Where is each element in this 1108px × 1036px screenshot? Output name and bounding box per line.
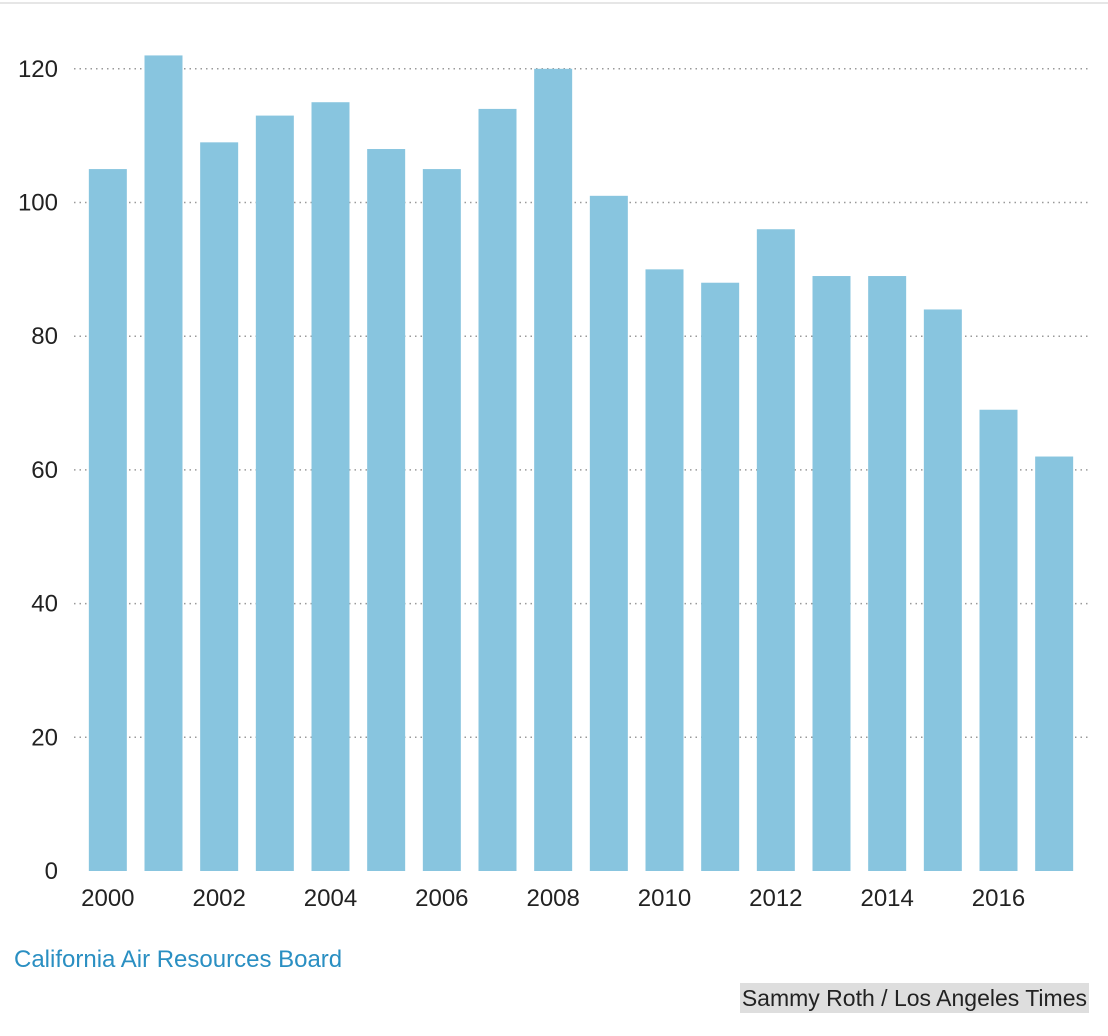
y-axis-ticks: 0 20 40 60 80 100 120 (18, 56, 58, 885)
bar-2007 (478, 108, 517, 871)
bar-2017 (1035, 456, 1074, 871)
bar-2008 (534, 68, 573, 872)
y-tick-label: 0 (45, 858, 58, 885)
bar-2004 (311, 102, 350, 872)
bar-2015 (923, 309, 962, 872)
x-tick-label: 2010 (638, 885, 691, 912)
x-tick-label: 2006 (415, 885, 468, 912)
y-tick-label: 120 (18, 56, 58, 83)
x-tick-label: 2002 (192, 885, 245, 912)
x-tick-label: 2000 (81, 885, 134, 912)
x-tick-label: 2012 (749, 885, 802, 912)
bar-2012 (756, 229, 795, 872)
y-tick-label: 100 (18, 190, 58, 217)
x-tick-label: 2016 (972, 885, 1025, 912)
bar-2005 (367, 149, 406, 871)
bar-2010 (645, 269, 684, 872)
y-tick-label: 80 (31, 323, 58, 350)
y-tick-label: 40 (31, 591, 58, 618)
x-tick-label: 2008 (526, 885, 579, 912)
source-link[interactable]: California Air Resources Board (14, 946, 343, 973)
bar-2011 (701, 282, 740, 872)
bar-chart: 0 20 40 60 80 100 120 2000 2002 2004 2006 2008 2010… (18, 55, 1090, 912)
bar-2013 (812, 276, 851, 871)
y-tick-label: 60 (31, 457, 58, 484)
bar-2002 (200, 142, 239, 871)
bar-2000 (88, 169, 127, 871)
y-tick-label: 20 (31, 724, 58, 751)
bar-2001 (144, 55, 183, 872)
bar-2006 (422, 169, 461, 871)
bar-2016 (979, 409, 1018, 871)
bars (88, 55, 1074, 872)
x-tick-label: 2004 (304, 885, 357, 912)
credit-label: Sammy Roth / Los Angeles Times (739, 983, 1089, 1013)
bar-2014 (868, 276, 907, 871)
top-rule (0, 2, 1108, 4)
bar-2009 (589, 195, 628, 871)
x-tick-label: 2014 (860, 885, 913, 912)
x-axis-ticks: 2000 2002 2004 2006 2008 2010 2012 2014 2016 (81, 885, 1025, 912)
bar-2003 (255, 115, 294, 872)
